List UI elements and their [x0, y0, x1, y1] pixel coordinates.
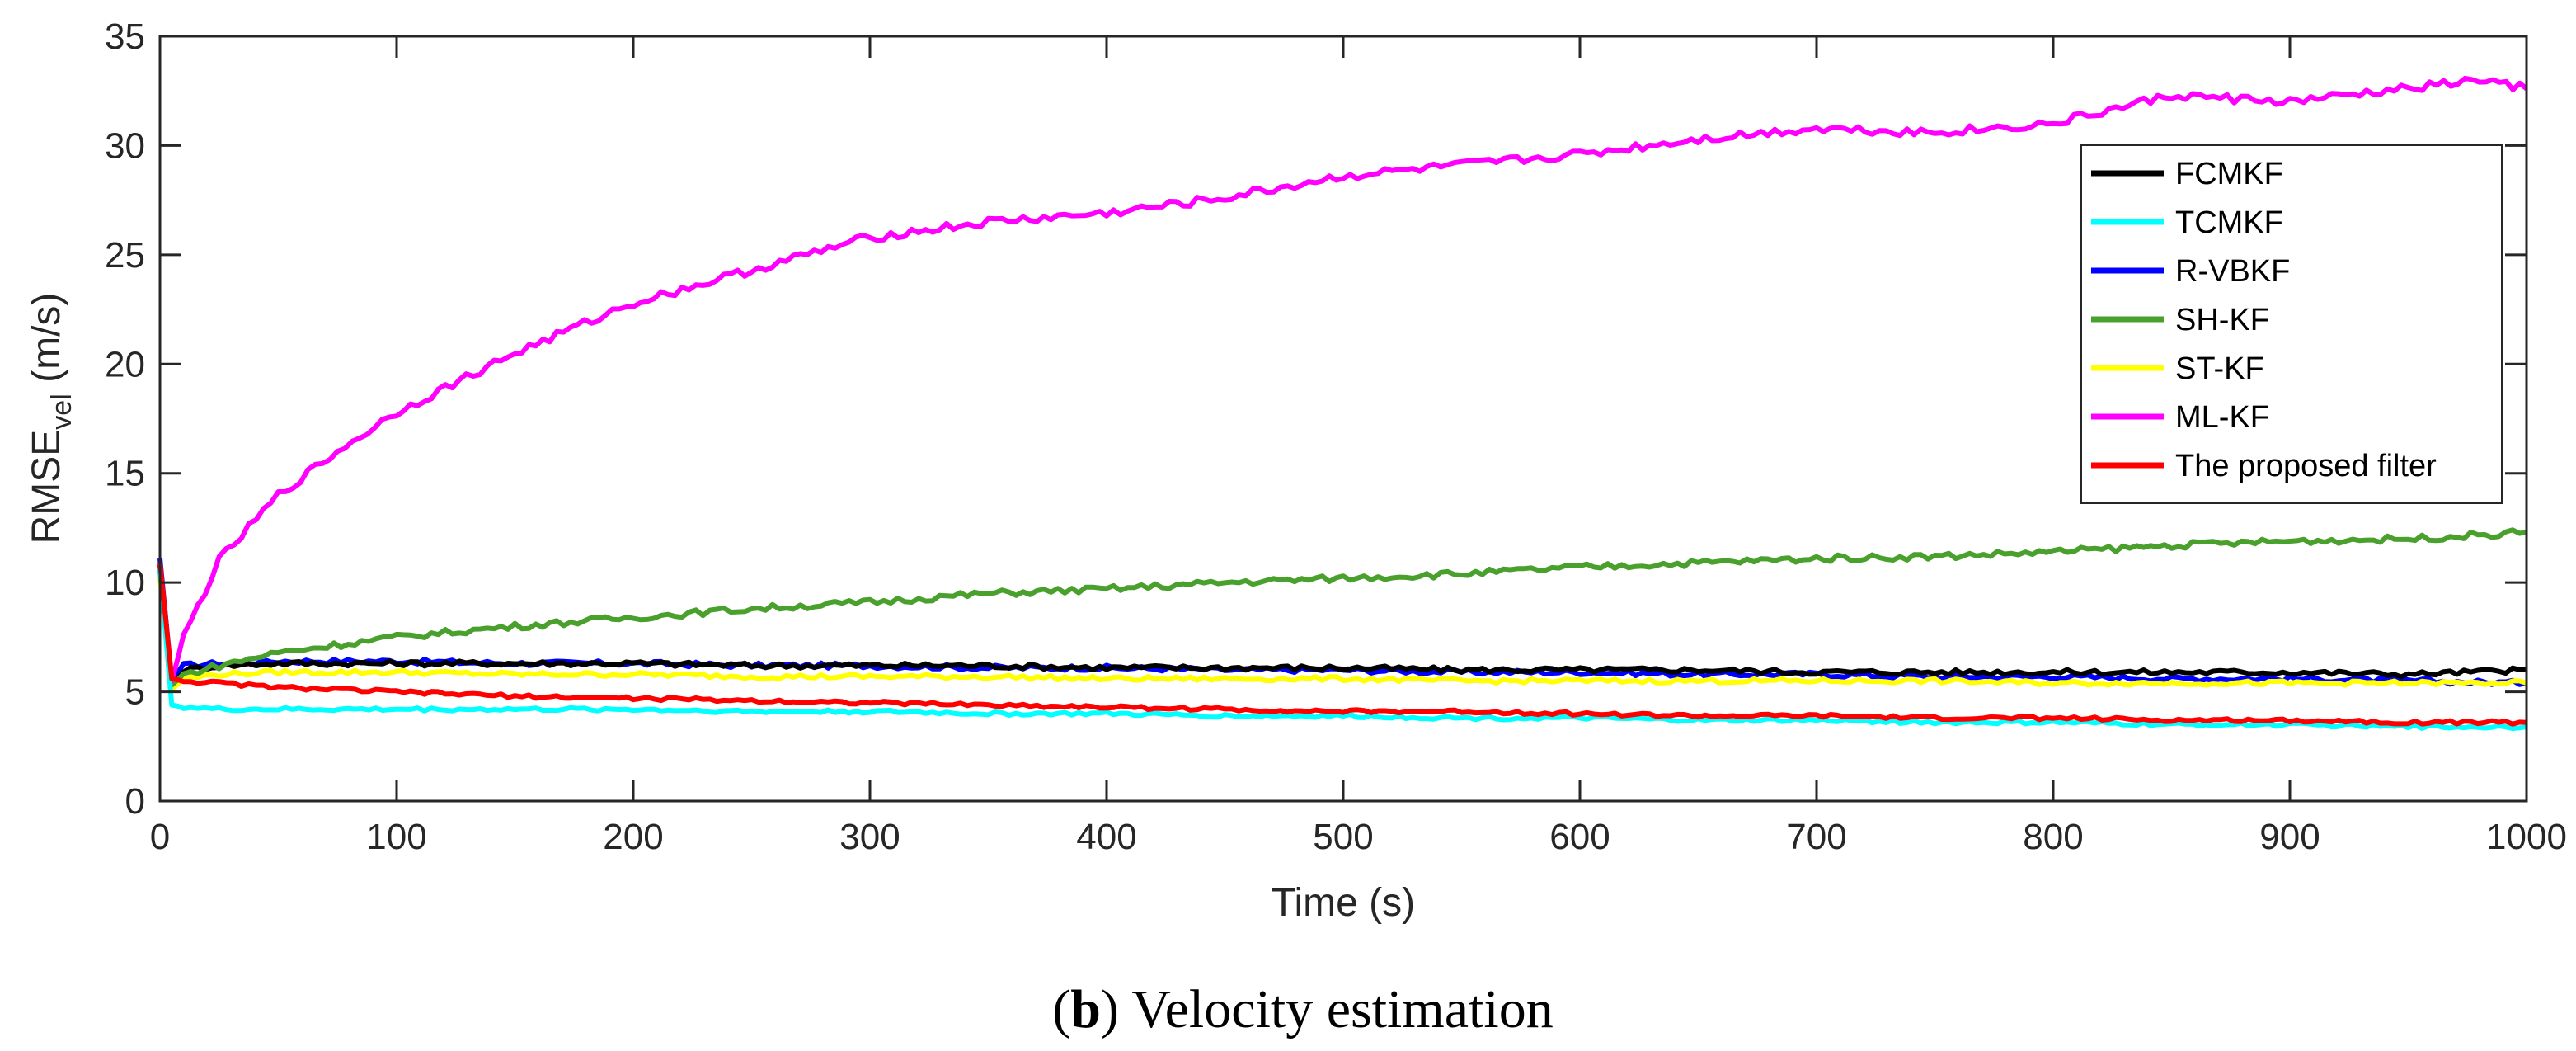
y-tick-label-15: 15: [105, 454, 145, 494]
y-tick-label-30: 30: [105, 125, 145, 166]
y-tick-label-25: 25: [105, 235, 145, 276]
legend-label-st-kf: ST-KF: [2175, 351, 2264, 386]
y-axis-title-main: RMSE: [25, 430, 68, 544]
legend-label-ml-kf: ML-KF: [2175, 400, 2269, 435]
x-tick-label-600: 600: [1549, 817, 1610, 857]
x-axis-title: Time (s): [1272, 881, 1415, 925]
legend-label-fcmkf: FCMKF: [2175, 157, 2283, 191]
figure-caption: (b) Velocity estimation: [1052, 979, 1553, 1039]
caption-open-paren: (: [1052, 979, 1070, 1039]
y-tick-label-0: 0: [125, 781, 145, 822]
series-line-tcmkf: [157, 569, 2527, 732]
y-axis: 0 5 10 15 20 25 30 35: [105, 16, 2527, 822]
caption-panel-letter: b: [1070, 979, 1101, 1039]
y-tick-label-20: 20: [105, 344, 145, 384]
legend-label-the-proposed-filter: The proposed filter: [2175, 449, 2437, 483]
x-tick-label-0: 0: [150, 817, 170, 857]
series-line-fcmkf: [157, 564, 2527, 690]
x-tick-label-700: 700: [1786, 817, 1846, 857]
x-tick-label-200: 200: [603, 817, 663, 857]
series-line-sh-kf: [157, 527, 2527, 688]
y-axis-title-unit: (m/s): [25, 293, 68, 394]
caption-close-paren: ): [1101, 979, 1119, 1039]
x-tick-label-800: 800: [2023, 817, 2083, 857]
y-axis-title: RMSEvel (m/s): [25, 293, 78, 544]
y-tick-label-5: 5: [125, 672, 145, 713]
legend-label-sh-kf: SH-KF: [2175, 303, 2269, 337]
caption-text: Velocity estimation: [1119, 979, 1554, 1039]
series-line-st-kf: [157, 577, 2527, 692]
x-tick-label-500: 500: [1313, 817, 1373, 857]
x-tick-label-100: 100: [366, 817, 426, 857]
series-layer: [157, 75, 2528, 732]
x-axis: 0 100 200 300 400 500 600 700 800 900 1000: [150, 36, 2567, 857]
x-tick-label-900: 900: [2259, 817, 2320, 857]
y-axis-title-subscript: vel: [46, 394, 78, 429]
y-tick-label-35: 35: [105, 16, 145, 57]
legend-label-tcmkf: TCMKF: [2175, 205, 2283, 240]
x-tick-label-400: 400: [1076, 817, 1136, 857]
x-tick-label-1000: 1000: [2486, 817, 2567, 857]
series-line-the-proposed-filter: [157, 562, 2527, 727]
x-tick-label-300: 300: [839, 817, 900, 857]
legend-box: [2080, 144, 2503, 504]
y-tick-label-10: 10: [105, 563, 145, 603]
legend: FCMKF TCMKF R-VBKF SH-KF ST-KF ML-KF The propo…: [2080, 144, 2503, 504]
legend-label-r-vbkf: R-VBKF: [2175, 254, 2290, 289]
series-line-ml-kf: [157, 75, 2528, 684]
